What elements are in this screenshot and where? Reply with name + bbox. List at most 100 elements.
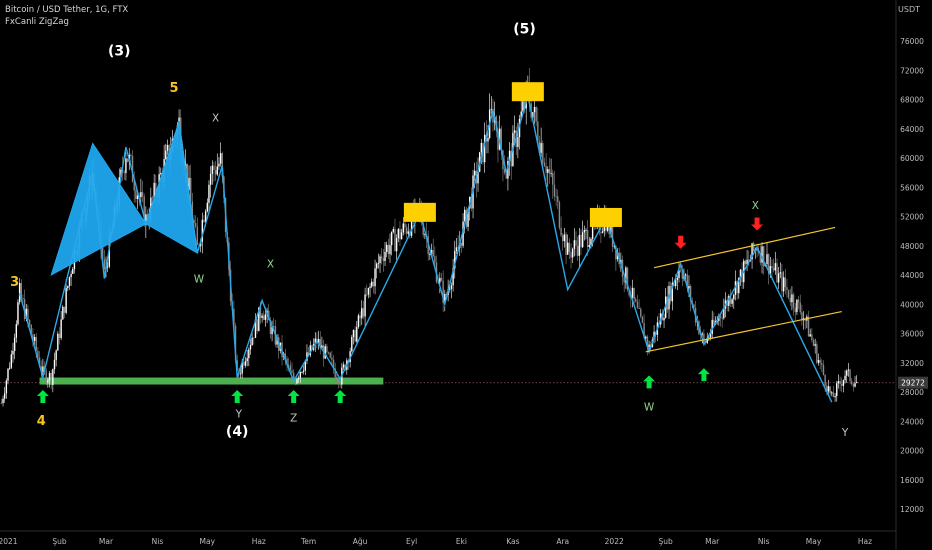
candle-body xyxy=(48,372,51,381)
candle-body xyxy=(268,310,270,321)
candle-body xyxy=(219,153,222,164)
candle-body xyxy=(681,270,684,279)
wave-label: 4 xyxy=(37,414,46,429)
candle-body xyxy=(585,230,587,231)
candle-body xyxy=(480,142,483,153)
x-tick-label: Nis xyxy=(152,537,164,546)
candle-body xyxy=(296,379,298,384)
candle-body xyxy=(628,289,630,296)
candle-body xyxy=(736,281,738,294)
candle-body xyxy=(449,288,451,290)
candle-body xyxy=(166,144,169,151)
candle-body xyxy=(106,266,109,268)
candle-body xyxy=(522,101,524,112)
candle-body xyxy=(384,251,386,262)
candle-body xyxy=(510,150,512,167)
wave-label: (4) xyxy=(226,424,249,440)
candle-body xyxy=(276,337,278,345)
candle-body xyxy=(47,380,49,383)
y-tick-label: 56000 xyxy=(900,183,924,192)
candle-body xyxy=(450,285,453,289)
candle-body xyxy=(367,287,370,295)
candle-body xyxy=(789,297,791,303)
candle-body xyxy=(103,259,106,270)
candle-body xyxy=(13,337,16,351)
candle-body xyxy=(434,256,436,263)
candle-body xyxy=(756,249,758,252)
candle-body xyxy=(239,373,242,375)
x-tick-label: Haz xyxy=(252,537,266,546)
candle-body xyxy=(786,287,788,290)
candle-body xyxy=(854,383,856,387)
candle-body xyxy=(218,163,220,167)
candle-body xyxy=(679,270,682,272)
candle-body xyxy=(507,161,509,179)
candle-body xyxy=(445,293,448,295)
zigzag-line xyxy=(18,95,833,403)
candle-body xyxy=(739,269,742,278)
candle-body xyxy=(369,286,371,288)
candle-body xyxy=(151,197,154,199)
candle-body xyxy=(464,209,466,222)
candle-body xyxy=(12,350,14,355)
candle-body xyxy=(776,263,778,283)
channel-upper-line xyxy=(653,226,836,269)
candle-body xyxy=(751,243,753,260)
candle-body xyxy=(52,369,54,385)
candle-body xyxy=(329,352,331,358)
candle-body xyxy=(483,134,486,163)
up-arrow-icon xyxy=(643,375,656,389)
candle-body xyxy=(364,294,366,317)
candle-body xyxy=(563,234,566,242)
candle-body xyxy=(430,250,433,255)
candle-body xyxy=(844,375,846,381)
candle-body xyxy=(253,337,255,339)
candle-body xyxy=(7,368,9,381)
candle-body xyxy=(424,234,426,236)
candle-body xyxy=(797,299,800,303)
up-arrow-icon xyxy=(36,390,49,403)
candle-body xyxy=(460,242,463,246)
candle-body xyxy=(492,108,494,123)
candle-body xyxy=(143,196,145,226)
candle-body xyxy=(390,231,393,246)
candle-body xyxy=(792,294,795,308)
candle-body xyxy=(324,346,326,359)
candle-body xyxy=(359,315,361,319)
highlight-box xyxy=(403,202,436,222)
candle-body xyxy=(543,162,546,167)
candle-body xyxy=(334,368,336,378)
candle-body xyxy=(125,158,127,173)
candle-body xyxy=(297,377,300,380)
candle-body xyxy=(351,336,353,352)
candle-body xyxy=(18,282,21,303)
candle-body xyxy=(827,386,830,392)
candle-body xyxy=(301,371,303,373)
candle-body xyxy=(640,308,642,317)
candle-body xyxy=(796,299,798,313)
candle-body xyxy=(379,256,381,264)
candle-body xyxy=(2,398,4,404)
candle-body xyxy=(291,370,293,373)
candle-body xyxy=(567,242,569,255)
wave-label: X xyxy=(212,112,219,124)
candle-body xyxy=(241,362,243,374)
candle-body xyxy=(361,308,363,319)
up-arrow-icon xyxy=(697,368,710,382)
candle-body xyxy=(342,364,345,368)
candle-body xyxy=(581,232,584,248)
candle-body xyxy=(387,244,390,255)
candle-body xyxy=(807,316,810,337)
up-arrow-icon xyxy=(334,390,347,403)
candle-body xyxy=(635,299,637,302)
support-zone xyxy=(39,377,384,385)
symbol-title: Bitcoin / USD Tether, 1G, FTX xyxy=(5,5,129,15)
candle-body xyxy=(377,263,380,264)
candle-body xyxy=(684,274,687,276)
wave-label: X xyxy=(267,259,274,271)
candle-body xyxy=(126,158,129,162)
candle-body xyxy=(123,172,125,174)
x-tick-label: Ağu xyxy=(353,537,368,546)
